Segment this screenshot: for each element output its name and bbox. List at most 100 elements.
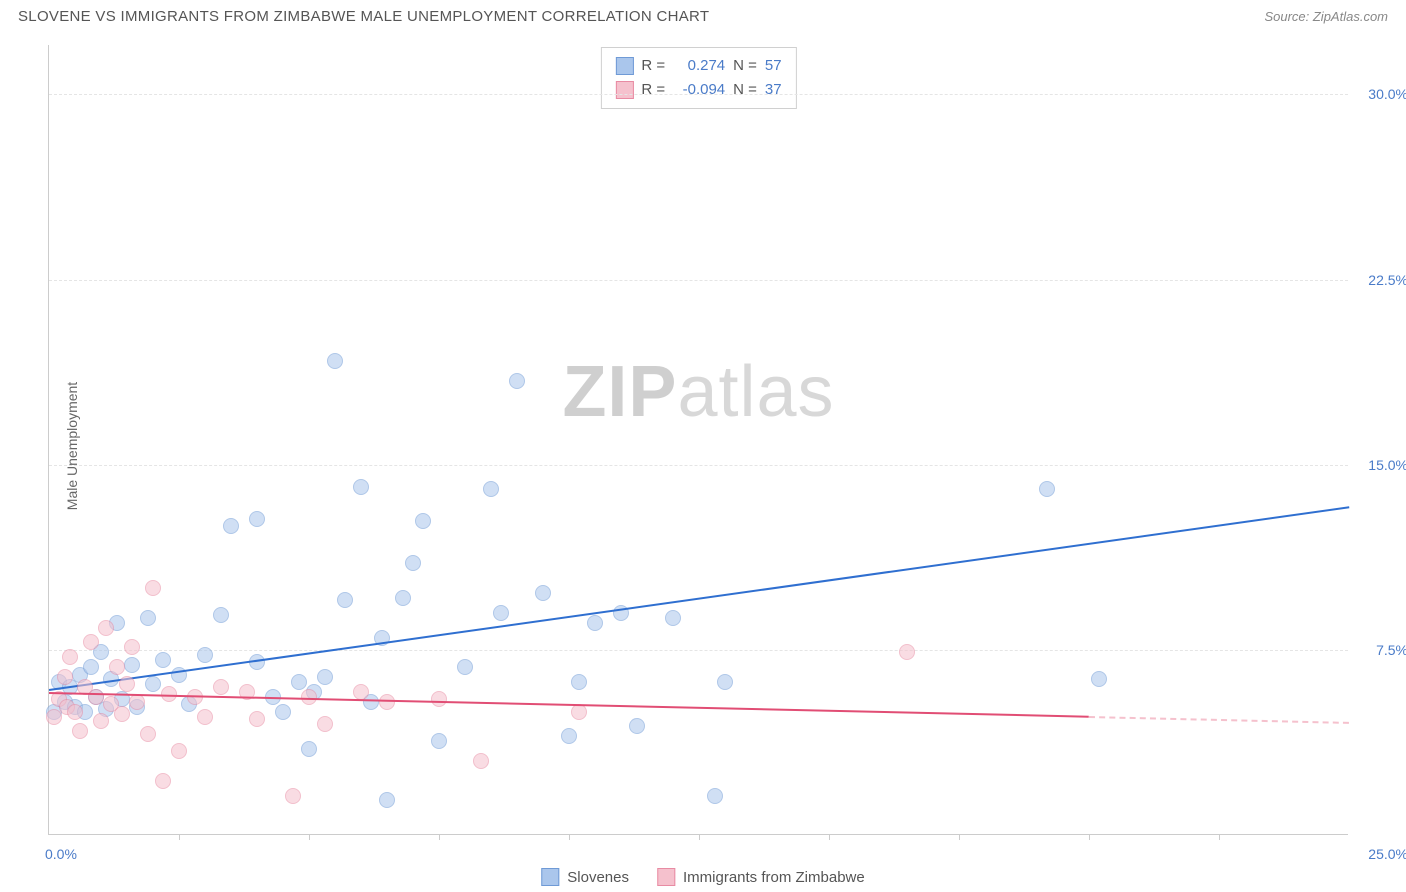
- n-value-slovenes: 57: [765, 54, 782, 78]
- legend-swatch-zimbabwe: [615, 81, 633, 99]
- data-point-zimbabwe: [171, 743, 187, 759]
- watermark-atlas: atlas: [677, 352, 834, 432]
- data-point-slovenes: [707, 788, 723, 804]
- data-point-slovenes: [535, 585, 551, 601]
- x-tick: [1089, 834, 1090, 840]
- data-point-slovenes: [405, 555, 421, 571]
- source-attribution: Source: ZipAtlas.com: [1264, 9, 1388, 24]
- correlation-legend: R = 0.274 N = 57 R = -0.094 N = 37: [600, 47, 796, 109]
- y-tick-label: 22.5%: [1368, 272, 1406, 288]
- y-tick-label: 15.0%: [1368, 457, 1406, 473]
- data-point-zimbabwe: [285, 788, 301, 804]
- data-point-slovenes: [213, 607, 229, 623]
- x-axis-end-label: 25.0%: [1368, 846, 1406, 862]
- data-point-zimbabwe: [83, 634, 99, 650]
- data-point-slovenes: [83, 659, 99, 675]
- data-point-slovenes: [493, 605, 509, 621]
- data-point-zimbabwe: [213, 679, 229, 695]
- x-tick: [569, 834, 570, 840]
- data-point-slovenes: [457, 659, 473, 675]
- scatter-plot-area: ZIPatlas R =0.274N =57R =-0.094N =37 0.0…: [48, 45, 1348, 835]
- gridline: [49, 280, 1348, 281]
- data-point-slovenes: [431, 733, 447, 749]
- data-point-slovenes: [291, 674, 307, 690]
- data-point-slovenes: [223, 518, 239, 534]
- legend-label-zimbabwe: Immigrants from Zimbabwe: [683, 869, 865, 886]
- data-point-slovenes: [1039, 481, 1055, 497]
- data-point-slovenes: [629, 718, 645, 734]
- data-point-zimbabwe: [431, 691, 447, 707]
- data-point-zimbabwe: [317, 716, 333, 732]
- data-point-slovenes: [327, 353, 343, 369]
- data-point-slovenes: [124, 657, 140, 673]
- data-point-slovenes: [587, 615, 603, 631]
- data-point-slovenes: [1091, 671, 1107, 687]
- data-point-zimbabwe: [155, 773, 171, 789]
- data-point-slovenes: [509, 373, 525, 389]
- chart-title: SLOVENE VS IMMIGRANTS FROM ZIMBABWE MALE…: [18, 8, 709, 25]
- x-axis-start-label: 0.0%: [45, 846, 77, 862]
- legend-label-slovenes: Slovenes: [567, 869, 629, 886]
- correlation-row-zimbabwe: R = -0.094 N = 37: [615, 78, 781, 102]
- series-legend: Slovenes Immigrants from Zimbabwe: [541, 868, 864, 886]
- data-point-slovenes: [337, 592, 353, 608]
- data-point-zimbabwe: [249, 711, 265, 727]
- legend-swatch-slovenes: [615, 57, 633, 75]
- data-point-slovenes: [717, 674, 733, 690]
- x-tick: [439, 834, 440, 840]
- data-point-slovenes: [249, 511, 265, 527]
- data-point-zimbabwe: [124, 639, 140, 655]
- data-point-slovenes: [665, 610, 681, 626]
- gridline: [49, 465, 1348, 466]
- data-point-zimbabwe: [197, 709, 213, 725]
- trend-line-zimbabwe-extrapolated: [1089, 716, 1349, 724]
- data-point-zimbabwe: [145, 580, 161, 596]
- y-tick-label: 7.5%: [1376, 642, 1406, 658]
- gridline: [49, 650, 1348, 651]
- data-point-zimbabwe: [67, 704, 83, 720]
- data-point-zimbabwe: [473, 753, 489, 769]
- x-tick: [699, 834, 700, 840]
- data-point-slovenes: [353, 479, 369, 495]
- data-point-zimbabwe: [98, 620, 114, 636]
- r-value-slovenes: 0.274: [673, 54, 725, 78]
- data-point-slovenes: [415, 513, 431, 529]
- x-tick: [959, 834, 960, 840]
- r-value-zimbabwe: -0.094: [673, 78, 725, 102]
- data-point-slovenes: [145, 676, 161, 692]
- x-tick: [309, 834, 310, 840]
- x-tick: [829, 834, 830, 840]
- r-label: R =: [641, 78, 665, 102]
- watermark: ZIPatlas: [562, 351, 834, 433]
- legend-item-zimbabwe: Immigrants from Zimbabwe: [657, 868, 865, 886]
- legend-swatch-zimbabwe: [657, 868, 675, 886]
- data-point-slovenes: [483, 481, 499, 497]
- data-point-slovenes: [140, 610, 156, 626]
- data-point-zimbabwe: [301, 689, 317, 705]
- watermark-zip: ZIP: [562, 352, 677, 432]
- data-point-slovenes: [301, 741, 317, 757]
- data-point-zimbabwe: [72, 723, 88, 739]
- data-point-slovenes: [571, 674, 587, 690]
- n-label: N =: [733, 78, 757, 102]
- n-value-zimbabwe: 37: [765, 78, 782, 102]
- data-point-zimbabwe: [93, 713, 109, 729]
- x-tick: [1219, 834, 1220, 840]
- data-point-zimbabwe: [114, 706, 130, 722]
- data-point-zimbabwe: [88, 689, 104, 705]
- data-point-slovenes: [197, 647, 213, 663]
- r-label: R =: [641, 54, 665, 78]
- n-label: N =: [733, 54, 757, 78]
- legend-swatch-slovenes: [541, 868, 559, 886]
- data-point-zimbabwe: [109, 659, 125, 675]
- correlation-row-slovenes: R = 0.274 N = 57: [615, 54, 781, 78]
- data-point-slovenes: [379, 792, 395, 808]
- data-point-zimbabwe: [899, 644, 915, 660]
- gridline: [49, 94, 1348, 95]
- y-tick-label: 30.0%: [1368, 86, 1406, 102]
- data-point-slovenes: [561, 728, 577, 744]
- data-point-zimbabwe: [119, 676, 135, 692]
- data-point-slovenes: [155, 652, 171, 668]
- x-tick: [179, 834, 180, 840]
- data-point-slovenes: [275, 704, 291, 720]
